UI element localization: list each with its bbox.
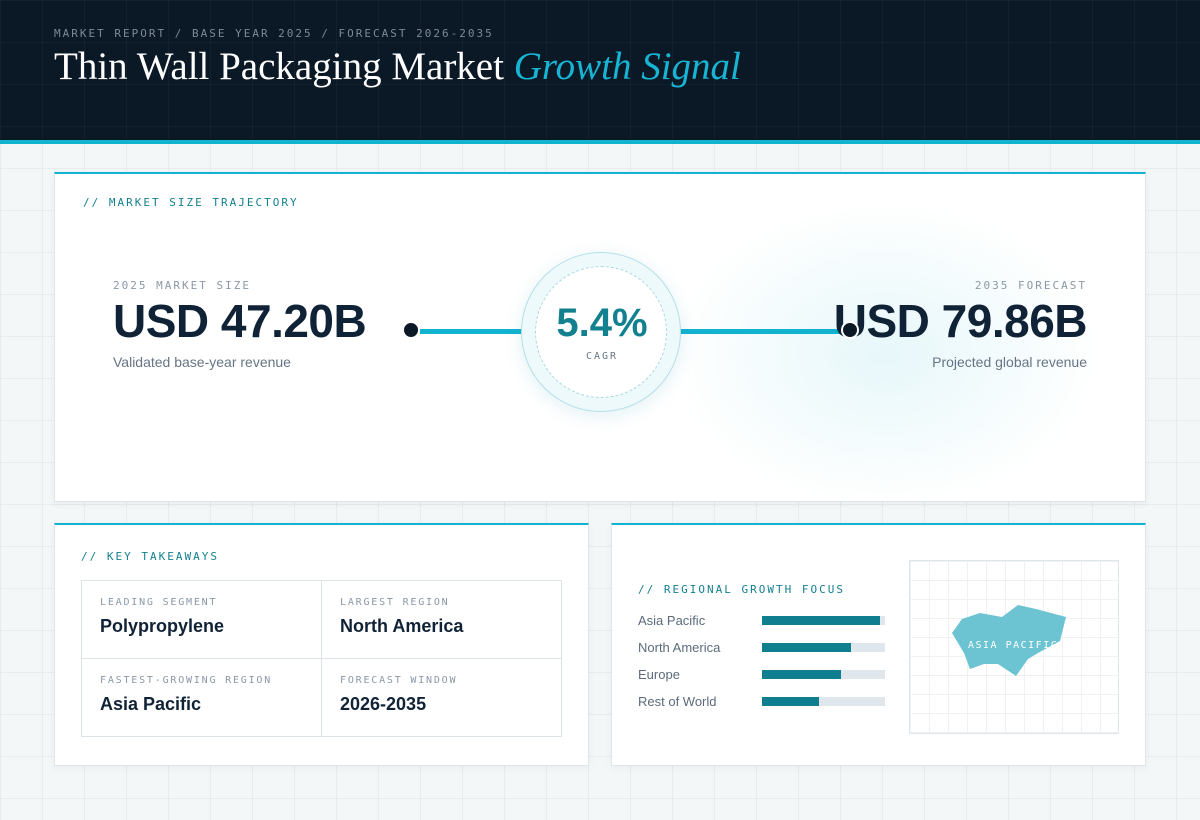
region-bar-label: North America (638, 640, 721, 655)
forecast-label: 2035 FORECAST (974, 279, 1087, 292)
forecast-description: Projected global revenue (932, 354, 1087, 370)
takeaway-leading-segment: LEADING SEGMENT Polypropylene (82, 581, 322, 659)
page-title-accent: Growth Signal (513, 45, 741, 88)
region-map: ASIA PACIFIC (909, 560, 1119, 734)
page-title-main: Thin Wall Packaging Market (54, 45, 504, 88)
trajectory-end-dot (841, 321, 859, 339)
takeaway-fastest-growing-region: FASTEST-GROWING REGION Asia Pacific (82, 659, 322, 737)
region-bar-label: Asia Pacific (638, 613, 706, 628)
trajectory-line-right (677, 329, 847, 334)
takeaway-value: North America (340, 616, 464, 636)
cagr-label: CAGR (585, 351, 619, 362)
cagr-badge-inner: 5.4% CAGR (535, 266, 667, 398)
takeaway-value: Asia Pacific (100, 694, 202, 714)
region-bar-track (762, 670, 885, 679)
base-year-description: Validated base-year revenue (113, 354, 291, 370)
region-bar-fill (762, 616, 881, 625)
base-year-value: USD 47.20B (113, 295, 367, 347)
region-bar-fill (762, 670, 841, 679)
breadcrumb: MARKET REPORT / BASE YEAR 2025 / FORECAS… (54, 27, 494, 40)
region-bar-fill (762, 643, 851, 652)
trajectory-start-dot (402, 321, 420, 339)
takeaway-forecast-window: FORECAST WINDOW 2026-2035 (322, 659, 562, 737)
takeaway-label: FASTEST-GROWING REGION (100, 675, 273, 686)
takeaway-value: 2026-2035 (340, 694, 427, 714)
market-size-section-label: // MARKET SIZE TRAJECTORY (83, 196, 299, 209)
region-bar-track (762, 643, 885, 652)
key-takeaways-card: // KEY TAKEAWAYS LEADING SEGMENT Polypro… (54, 523, 589, 766)
takeaway-value: Polypropylene (100, 616, 225, 636)
market-size-card: // MARKET SIZE TRAJECTORY 2025 MARKET SI… (54, 172, 1146, 502)
region-bar-fill (762, 697, 819, 706)
forecast-value: USD 79.86B (833, 295, 1088, 347)
takeaways-grid: LEADING SEGMENT Polypropylene LARGEST RE… (81, 580, 562, 737)
map-region-label: ASIA PACIFIC (968, 640, 1059, 651)
takeaway-largest-region: LARGEST REGION North America (322, 581, 562, 659)
page-title: Thin Wall Packaging Market Growth Signal (54, 44, 741, 89)
cagr-value: 5.4% (556, 301, 648, 345)
background-glow (675, 204, 1095, 501)
trajectory-line-left (420, 329, 525, 334)
region-bar-label: Rest of World (638, 694, 717, 709)
takeaway-label: LARGEST REGION (340, 597, 450, 608)
asia-pacific-map-shape (952, 605, 1066, 676)
report-header: MARKET REPORT / BASE YEAR 2025 / FORECAS… (0, 0, 1200, 144)
regional-growth-section-label: // REGIONAL GROWTH FOCUS (638, 583, 845, 596)
key-takeaways-section-label: // KEY TAKEAWAYS (81, 550, 219, 563)
region-bar-track (762, 616, 885, 625)
base-year-label: 2025 MARKET SIZE (113, 279, 251, 292)
takeaway-label: LEADING SEGMENT (100, 597, 218, 608)
region-bar-label: Europe (638, 667, 680, 682)
region-bar-track (762, 697, 885, 706)
takeaway-label: FORECAST WINDOW (340, 675, 458, 686)
cagr-badge: 5.4% CAGR (521, 252, 681, 412)
regional-growth-card: // REGIONAL GROWTH FOCUS Asia Pacific No… (611, 523, 1146, 766)
